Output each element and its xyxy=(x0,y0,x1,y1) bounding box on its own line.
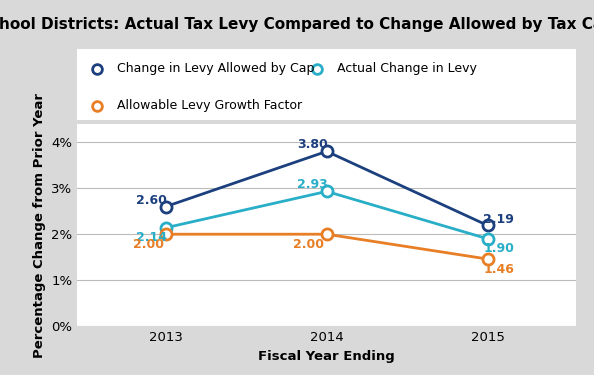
Text: 1.90: 1.90 xyxy=(484,242,514,255)
Text: 2.00: 2.00 xyxy=(132,238,163,251)
Text: 2.00: 2.00 xyxy=(293,238,324,251)
Text: Actual Change in Levy: Actual Change in Levy xyxy=(337,62,476,75)
Text: 2.93: 2.93 xyxy=(297,178,327,192)
X-axis label: Fiscal Year Ending: Fiscal Year Ending xyxy=(258,350,395,363)
Text: 3.80: 3.80 xyxy=(297,138,327,152)
Text: 2.19: 2.19 xyxy=(484,213,514,225)
Text: 2.60: 2.60 xyxy=(136,194,167,207)
Text: 1.46: 1.46 xyxy=(484,262,514,276)
Text: 2.14: 2.14 xyxy=(136,231,167,244)
Y-axis label: Percentage Change from Prior Year: Percentage Change from Prior Year xyxy=(33,93,46,357)
Text: School Districts: Actual Tax Levy Compared to Change Allowed by Tax Cap: School Districts: Actual Tax Levy Compar… xyxy=(0,17,594,32)
Text: Change in Levy Allowed by Cap: Change in Levy Allowed by Cap xyxy=(117,62,314,75)
Text: Allowable Levy Growth Factor: Allowable Levy Growth Factor xyxy=(117,99,302,112)
